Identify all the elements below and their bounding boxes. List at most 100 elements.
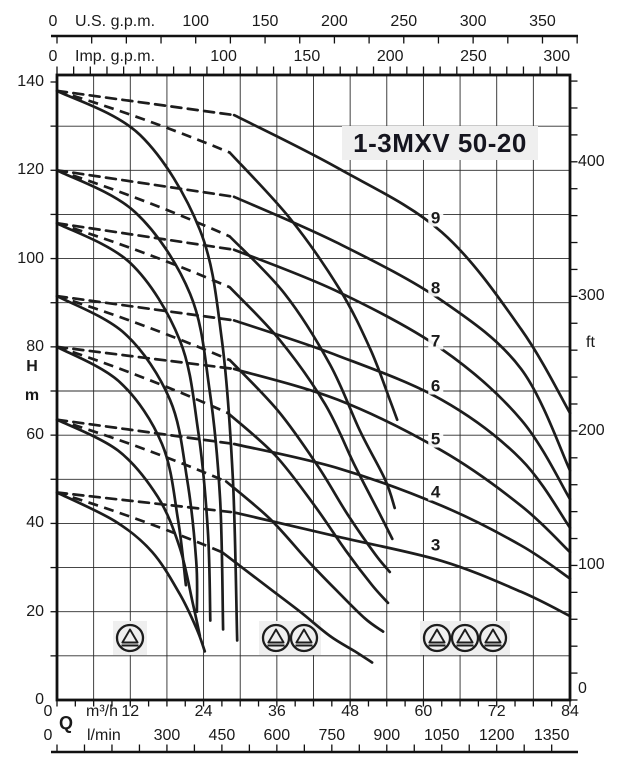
head-axis-letter: H xyxy=(26,358,38,375)
low-flow-dashed-line xyxy=(56,294,231,362)
us-gpm-tick-label: 300 xyxy=(459,13,487,30)
stage-label-4: 4 xyxy=(427,483,444,501)
m3h-tick-label: 60 xyxy=(414,703,433,720)
imp-gpm-tick-label: 0 xyxy=(48,48,58,65)
pump-icon-triangle xyxy=(428,628,446,644)
m3h-tick-label: 24 xyxy=(194,703,213,720)
head-m-tick-label: 20 xyxy=(26,602,44,620)
lmin-tick-label: 750 xyxy=(318,727,346,744)
m3h-tick-label: 48 xyxy=(341,703,360,720)
head-m-tick-label: 40 xyxy=(26,514,44,532)
pump-icon xyxy=(478,623,508,653)
pump-icon-triangle xyxy=(484,628,502,644)
stage-curve-4 xyxy=(232,442,572,580)
head-m-tick-label: 80 xyxy=(26,337,44,355)
us-gpm-tick-label: 250 xyxy=(390,13,418,30)
stage-label-6: 6 xyxy=(427,377,444,395)
imp-gpm-axis-label: Imp. g.p.m. xyxy=(75,48,156,65)
mid-range-curve xyxy=(228,358,392,574)
low-flow-dashed-line xyxy=(56,345,229,415)
steep-curve xyxy=(55,221,212,622)
stage-curve-9 xyxy=(232,113,572,415)
plot-frame xyxy=(55,73,572,702)
m3h-tick-label: 12 xyxy=(121,703,140,720)
imp-gpm-tick-label: 300 xyxy=(543,48,571,65)
mid-range-curve xyxy=(220,550,374,664)
lmin-tick-label: 450 xyxy=(208,727,236,744)
mid-range-curve xyxy=(228,151,399,422)
lmin-tick-label: 1200 xyxy=(478,727,515,744)
imp-gpm-tick-label: 150 xyxy=(293,48,321,65)
flow-axis-letter: Q xyxy=(58,713,74,733)
mid-range-curve xyxy=(228,235,397,510)
stage-label-3: 3 xyxy=(427,536,444,554)
imp-gpm-tick-label: 250 xyxy=(460,48,487,65)
us-gpm-tick-label: 100 xyxy=(182,13,210,30)
pump-icon-triangle xyxy=(295,628,313,644)
stage-curve-dashed-part xyxy=(55,345,236,371)
steep-curve xyxy=(55,89,239,642)
head-ft-tick-label: 200 xyxy=(578,421,605,439)
us-gpm-tick-label: 350 xyxy=(529,13,556,30)
lmin-tick-label: 900 xyxy=(373,727,401,744)
m3h-axis-label: m³/h xyxy=(86,703,118,720)
pump-icon-backdrop xyxy=(420,621,510,655)
low-flow-dashed-line xyxy=(56,221,231,289)
stage-label-5: 5 xyxy=(427,430,444,448)
stage-curve-dashed-part xyxy=(55,89,236,117)
title-backdrop xyxy=(342,126,538,160)
feet-axis-label: ft xyxy=(586,334,595,351)
m3h-tick-label: 0 xyxy=(43,703,53,720)
stage-label-7: 7 xyxy=(427,332,444,350)
us-gpm-tick-label: 0 xyxy=(48,13,58,30)
steep-curve xyxy=(55,345,188,587)
mid-range-curve xyxy=(224,480,385,633)
lmin-tick-label: 600 xyxy=(263,727,291,744)
pump-icon-triangle xyxy=(267,628,285,644)
imp-gpm-tick-label: 200 xyxy=(376,48,404,65)
us-gpm-tick-label: 200 xyxy=(321,13,348,30)
lmin-tick-label: 0 xyxy=(43,727,53,744)
stage-curve-8 xyxy=(232,195,572,472)
steep-curve xyxy=(55,168,225,631)
head-ft-tick-label: 0 xyxy=(578,680,587,697)
pump-icon xyxy=(422,623,452,653)
stage-curve-dashed-part xyxy=(55,491,236,514)
chart-title: 1-3MXV 50-20 xyxy=(353,128,527,158)
pump-icon-backdrop xyxy=(113,621,147,655)
imp-gpm-tick-label: 100 xyxy=(210,48,237,65)
head-m-tick-label: 0 xyxy=(35,691,44,708)
stage-curve-dashed-part xyxy=(55,168,236,199)
stage-curve-dashed-part xyxy=(55,294,236,322)
stage-curve-dashed-part xyxy=(55,418,236,446)
lmin-tick-label: 300 xyxy=(153,727,181,744)
head-m-tick-label: 140 xyxy=(17,72,44,90)
steep-curve xyxy=(55,491,207,653)
us-gpm-axis-label: U.S. g.p.m. xyxy=(75,13,156,30)
pump-icon-triangle xyxy=(121,628,139,644)
head-ft-tick-label: 100 xyxy=(578,556,605,574)
low-flow-dashed-line xyxy=(56,491,223,554)
low-flow-dashed-line xyxy=(56,168,231,238)
head-m-tick-label: 60 xyxy=(26,426,44,444)
stage-curve-6 xyxy=(232,319,572,530)
m3h-tick-label: 72 xyxy=(487,703,506,720)
head-ft-tick-label: 300 xyxy=(578,287,605,305)
head-m-tick-label: 100 xyxy=(17,249,44,267)
steep-curve xyxy=(55,294,199,614)
low-flow-dashed-line xyxy=(56,89,231,154)
head-ft-tick-label: 400 xyxy=(578,152,605,170)
lmin-tick-label: 1050 xyxy=(423,727,460,744)
stage-label-8: 8 xyxy=(427,279,444,297)
pump-icon xyxy=(261,623,291,653)
stage-curve-3 xyxy=(232,511,572,618)
stage-curve-5 xyxy=(232,367,572,554)
pump-icon xyxy=(450,623,480,653)
stage-label-9: 9 xyxy=(427,209,444,227)
stage-curve-7 xyxy=(232,248,572,501)
m3h-tick-label: 36 xyxy=(267,703,286,720)
head-axis-unit: m xyxy=(24,387,40,404)
steep-curve xyxy=(55,418,202,638)
